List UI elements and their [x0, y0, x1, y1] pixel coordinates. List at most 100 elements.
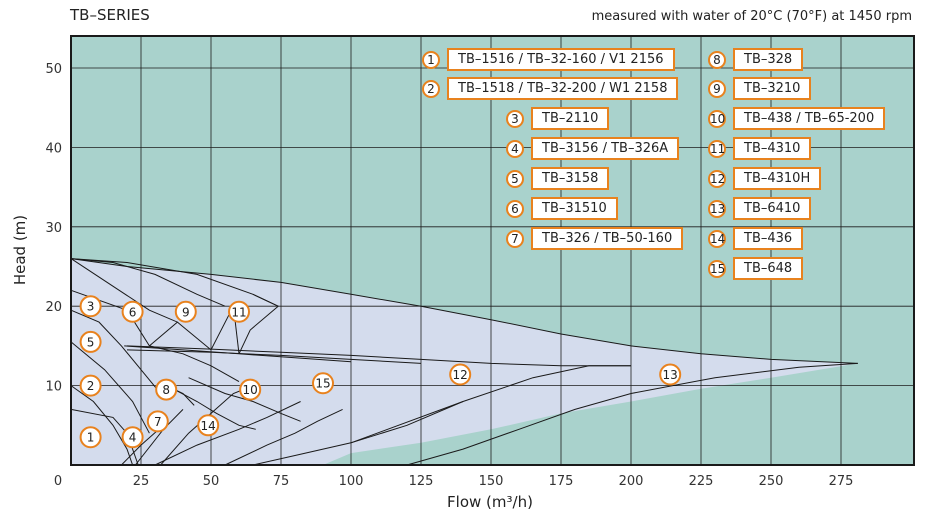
pump-curve — [126, 345, 631, 367]
plot-border — [70, 35, 915, 466]
legend-model-label: TB–6410 — [733, 197, 812, 220]
x-tick-label: 125 — [409, 474, 434, 489]
y-tick-label: 10 — [45, 380, 62, 395]
y-tick-label: 40 — [45, 141, 62, 156]
curve-marker — [312, 372, 334, 395]
legend-item: 12 TB–4310H — [708, 167, 822, 190]
pump-curve — [174, 389, 195, 406]
legend-number-badge: 9 — [708, 79, 726, 98]
curve-marker-label: 10 — [243, 383, 258, 397]
y-axis-label: Head (m) — [11, 215, 29, 285]
curve-marker — [121, 300, 144, 323]
pump-curve — [188, 377, 301, 422]
pump-curve — [149, 345, 240, 383]
x-tick-label: 0 — [54, 474, 62, 489]
x-tick-label: 50 — [203, 474, 220, 489]
legend-number-badge: 1 — [422, 50, 440, 69]
curve-marker-label: 1 — [87, 431, 95, 445]
curve-marker-label: 4 — [129, 431, 137, 445]
legend-model-label: TB–31510 — [531, 197, 618, 220]
legend-number-badge: 4 — [506, 139, 524, 158]
curve-marker — [79, 374, 102, 397]
legend-model-label: TB–1518 / TB–32-200 / W1 2158 — [447, 77, 679, 100]
legend-model-label: TB–328 — [733, 48, 804, 71]
curve-marker-label: 7 — [154, 415, 162, 429]
pump-curve — [406, 362, 858, 466]
curve-marker — [659, 363, 682, 386]
pump-curve — [238, 293, 280, 355]
pump-curve — [177, 305, 234, 351]
curve-marker — [79, 426, 102, 449]
curve-marker-label: 2 — [87, 379, 95, 393]
legend-model-label: TB–3210 — [733, 77, 812, 100]
x-tick-label: 150 — [479, 474, 504, 489]
pump-curve — [70, 309, 161, 394]
measurement-note: measured with water of 20°C (70°F) at 14… — [591, 9, 912, 24]
legend-model-label: TB–436 — [733, 227, 804, 250]
legend-model-label: TB–3156 / TB–326A — [531, 137, 680, 160]
y-tick-label: 30 — [45, 221, 62, 236]
legend-item: 6 TB–31510 — [506, 197, 618, 220]
legend-number-badge: 7 — [506, 229, 524, 248]
curve-marker-label: 5 — [87, 335, 95, 349]
legend-number-badge: 3 — [506, 109, 524, 128]
curve-marker-label: 3 — [87, 300, 95, 314]
x-axis-label: Flow (m³/h) — [447, 493, 533, 511]
legend-number-badge: 11 — [708, 139, 726, 158]
x-tick-label: 25 — [133, 474, 150, 489]
curve-marker-label: 12 — [453, 368, 468, 382]
legend-number-badge: 13 — [708, 199, 726, 218]
legend-number-badge: 14 — [708, 229, 726, 248]
legend-item: 15 TB–648 — [708, 257, 804, 280]
legend-model-label: TB–4310H — [733, 167, 822, 190]
x-tick-label: 100 — [339, 474, 364, 489]
legend-model-label: TB–3158 — [531, 167, 610, 190]
legend-number-badge: 5 — [506, 169, 524, 188]
pump-curve — [70, 258, 179, 347]
legend-item: 7 TB–326 / TB–50-160 — [506, 227, 684, 250]
legend-model-label: TB–4310 — [733, 137, 812, 160]
legend-item: 1 TB–1516 / TB–32-160 / V1 2156 — [422, 48, 675, 71]
legend-item: 14 TB–436 — [708, 227, 804, 250]
legend-item: 8 TB–328 — [708, 48, 804, 71]
legend-model-label: TB–2110 — [531, 107, 610, 130]
curve-marker — [121, 426, 144, 449]
legend-item: 5 TB–3158 — [506, 167, 610, 190]
pump-curve — [350, 365, 631, 444]
curve-marker — [79, 295, 102, 318]
x-tick-label: 225 — [689, 474, 714, 489]
pump-curve — [70, 341, 150, 434]
legend-number-badge: 6 — [506, 199, 524, 218]
y-tick-label: 20 — [45, 300, 62, 315]
pump-curve — [70, 258, 226, 307]
legend-item: 10 TB–438 / TB–65-200 — [708, 107, 886, 130]
curve-marker-label: 15 — [315, 377, 330, 391]
curve-marker — [197, 414, 220, 437]
legend-model-label: TB–326 / TB–50-160 — [531, 227, 684, 250]
legend-number-badge: 12 — [708, 169, 726, 188]
x-tick-label: 200 — [619, 474, 644, 489]
x-tick-label: 75 — [273, 474, 290, 489]
x-tick-label: 250 — [759, 474, 784, 489]
legend-number-badge: 8 — [708, 50, 726, 69]
curve-marker — [239, 378, 262, 401]
pump-curve — [126, 349, 422, 364]
curve-marker-label: 8 — [162, 383, 170, 397]
legend-item: 4 TB–3156 / TB–326A — [506, 137, 680, 160]
legend-number-badge: 2 — [422, 79, 440, 98]
curve-marker — [146, 410, 169, 433]
legend-item: 11 TB–4310 — [708, 137, 812, 160]
legend-item: 9 TB–3210 — [708, 77, 812, 100]
pump-curve — [224, 408, 343, 466]
curve-marker-label: 13 — [663, 368, 678, 382]
chart-title: TB–SERIES — [70, 6, 150, 24]
curve-marker-label: 11 — [231, 305, 246, 319]
x-tick-label: 275 — [829, 474, 854, 489]
curve-marker-label: 6 — [129, 305, 137, 319]
curve-marker — [228, 300, 250, 323]
legend-model-label: TB–648 — [733, 257, 804, 280]
x-tick-label: 175 — [549, 474, 574, 489]
legend-item: 3 TB–2110 — [506, 107, 610, 130]
curve-marker — [155, 378, 178, 401]
legend-number-badge: 15 — [708, 259, 726, 278]
